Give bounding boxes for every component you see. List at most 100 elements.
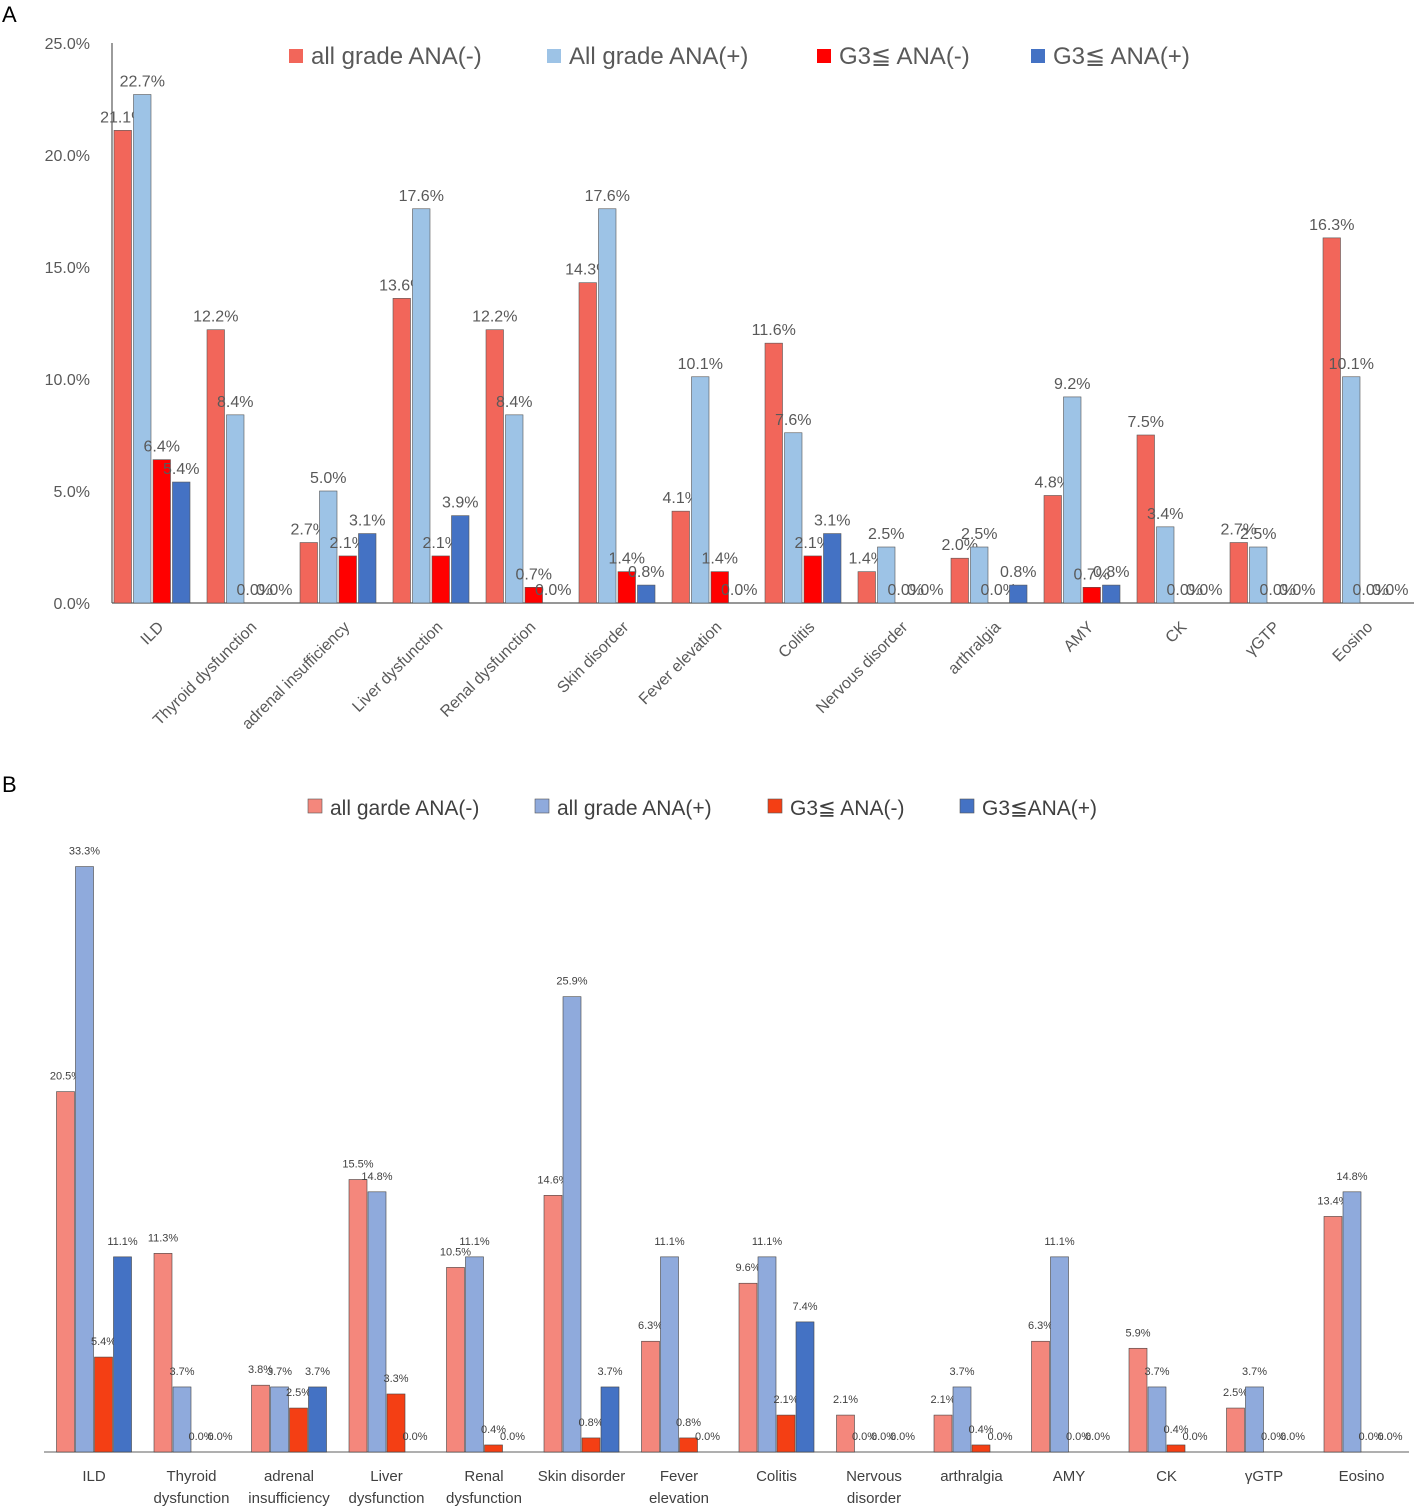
bar — [1323, 1216, 1343, 1453]
data-label: 5.9% — [1125, 1327, 1150, 1339]
x-tick-label: Liver — [370, 1468, 403, 1485]
bar — [857, 571, 876, 604]
data-label: 8.4% — [496, 394, 532, 411]
bar — [795, 1321, 815, 1453]
bar — [952, 1386, 972, 1453]
bar — [836, 1414, 855, 1453]
data-label: 3.7% — [169, 1366, 194, 1378]
x-tick-label: Colitis — [776, 619, 819, 662]
x-tick-label: adrenal — [264, 1468, 314, 1485]
data-label: 3.1% — [349, 513, 385, 530]
legend-label: G3≦ ANA(+) — [1053, 43, 1190, 70]
data-label: 0.8% — [1000, 564, 1036, 581]
data-label: 14.6% — [537, 1174, 568, 1186]
bar — [764, 342, 783, 604]
x-tick-label: Skin disorder — [554, 618, 633, 697]
x-tick-label: Skin disorder — [538, 1468, 626, 1485]
data-label: 9.6% — [735, 1262, 760, 1274]
data-label: 14.8% — [1336, 1171, 1367, 1183]
data-label: 7.5% — [1128, 414, 1164, 431]
data-label: 0.0% — [1377, 1431, 1402, 1443]
bar — [1082, 587, 1101, 604]
data-label: 0.8% — [628, 564, 664, 581]
legend-label: G3≦ ANA(-) — [839, 43, 970, 70]
bar — [226, 414, 245, 604]
data-label: 0.0% — [1167, 582, 1203, 599]
bar — [153, 1253, 173, 1453]
bar — [1147, 1386, 1167, 1453]
data-label: 2.5% — [1223, 1387, 1248, 1399]
x-tick-label: CK — [1163, 619, 1191, 647]
data-label: 11.6% — [752, 322, 796, 339]
data-label: 7.4% — [792, 1301, 817, 1313]
x-tick-label: γGTP — [1242, 619, 1283, 660]
x-tick-label: Renal — [464, 1468, 503, 1485]
data-label: 0.0% — [1261, 1431, 1286, 1443]
bar — [1156, 526, 1175, 604]
bar — [757, 1256, 777, 1453]
bar — [1342, 376, 1361, 604]
bar — [524, 587, 543, 604]
data-label: 3.7% — [1144, 1366, 1169, 1378]
bar — [392, 298, 411, 604]
legend-label: all grade ANA(+) — [557, 797, 712, 820]
x-tick-label: adrenal insufficiency — [239, 619, 353, 733]
x-tick-label: Nervous disorder — [813, 618, 912, 717]
bar — [877, 546, 896, 604]
data-label: 12.2% — [472, 309, 517, 326]
data-label: 0.4% — [1163, 1424, 1188, 1436]
bar — [970, 546, 989, 604]
data-label: 2.1% — [330, 535, 366, 552]
data-label: 8.4% — [217, 394, 253, 411]
data-label: 1.4% — [849, 551, 885, 568]
legend-swatch — [534, 798, 550, 814]
bar — [446, 1267, 465, 1453]
y-tick-label: 5.0% — [54, 484, 90, 501]
bar — [1322, 237, 1341, 604]
data-label: 25.9% — [556, 976, 587, 988]
bar — [660, 1256, 679, 1453]
x-tick-label: ILD — [82, 1468, 106, 1485]
bar — [1226, 1407, 1245, 1453]
bar — [1031, 1340, 1050, 1453]
legend-label: G3≦ANA(+) — [982, 797, 1097, 820]
bar — [75, 866, 94, 1453]
bar — [1136, 434, 1155, 604]
data-label: 0.0% — [402, 1431, 427, 1443]
x-tick-label: Nervous — [846, 1468, 902, 1485]
legend-label: All grade ANA(+) — [569, 43, 748, 70]
data-label: 2.5% — [1240, 526, 1276, 543]
x-tick-label: Eosino — [1339, 1468, 1385, 1485]
x-tick-label: Thyroid — [166, 1468, 216, 1485]
data-label: 0.7% — [1074, 566, 1110, 583]
data-label: 0.0% — [981, 582, 1017, 599]
data-label: 0.0% — [852, 1431, 877, 1443]
data-label: 0.0% — [1279, 582, 1315, 599]
bar — [451, 515, 470, 604]
bar — [289, 1407, 308, 1453]
data-label: 0.0% — [871, 1431, 896, 1443]
bar — [641, 1340, 660, 1453]
data-label: 2.1% — [833, 1394, 858, 1406]
legend-swatch — [767, 798, 783, 814]
bar — [637, 584, 656, 604]
bar — [206, 329, 225, 604]
data-label: 2.7% — [291, 522, 327, 539]
data-label: 0.0% — [188, 1431, 213, 1443]
panel-letter-b: B — [2, 772, 17, 797]
data-label: 0.0% — [695, 1431, 720, 1443]
data-label: 3.1% — [814, 513, 850, 530]
x-tick-label: Renal dysfunction — [437, 619, 539, 721]
bar — [386, 1393, 406, 1453]
bar — [1063, 396, 1082, 604]
data-label: 2.1% — [795, 535, 831, 552]
data-label: 0.4% — [481, 1424, 506, 1436]
data-label: 11.1% — [1044, 1236, 1075, 1248]
data-label: 4.8% — [1035, 474, 1071, 491]
y-tick-label: 15.0% — [45, 260, 90, 277]
bar — [338, 555, 357, 604]
x-tick-label: dysfunction — [154, 1490, 230, 1507]
bar — [1342, 1191, 1362, 1453]
bar — [617, 571, 636, 604]
